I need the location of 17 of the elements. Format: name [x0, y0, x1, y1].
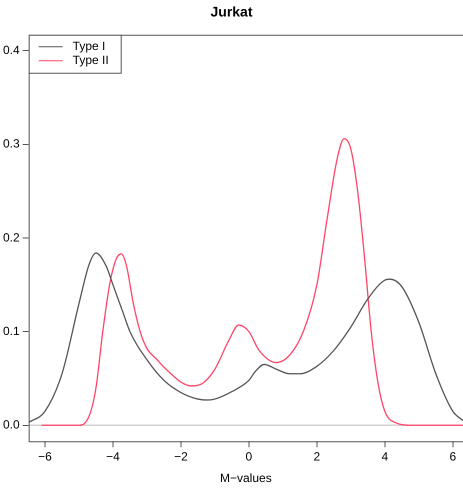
y-tick-label: 0.4 [2, 43, 20, 58]
line-series [40, 138, 463, 426]
y-tick-label: 0.3 [2, 136, 20, 151]
x-tick-label: −6 [38, 450, 52, 464]
x-tick-label: 2 [314, 450, 321, 464]
chart-title: Jurkat [210, 3, 253, 20]
y-tick-label: 0.0 [2, 418, 20, 432]
x-tick-label: 0 [246, 450, 253, 464]
y-tick-label: 0.2 [2, 230, 20, 244]
y-tick-label: 0.1 [2, 324, 20, 338]
legend-label: Type II [72, 53, 109, 68]
x-axis-title: M−values [220, 471, 272, 486]
legend-label: Type I [72, 39, 106, 54]
x-tick-label: 6 [449, 450, 456, 464]
x-tick-label: −4 [106, 450, 120, 464]
x-tick-label: 4 [381, 450, 388, 464]
x-tick-label: −2 [174, 450, 188, 464]
